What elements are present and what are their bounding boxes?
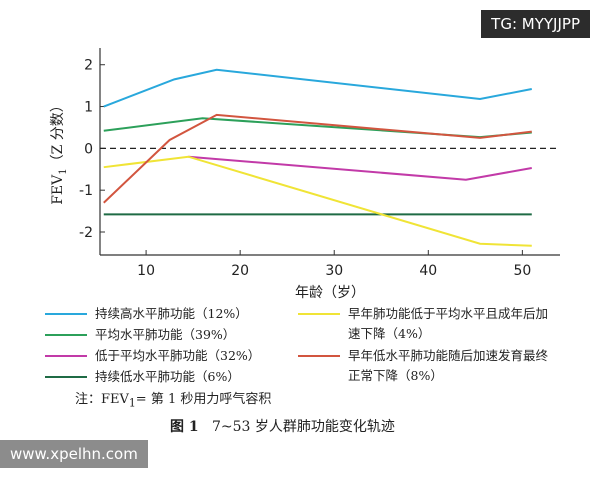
legend-swatch: [45, 334, 87, 336]
legend-item: 平均水平肺功能（39%）: [45, 325, 290, 345]
legend-label: 持续低水平肺功能（6%）: [95, 369, 240, 384]
legend-swatch: [45, 355, 87, 357]
note-text: = 第 1 秒用力呼气容积: [135, 392, 272, 407]
y-axis-label-text: （Z 分数）: [50, 98, 66, 168]
y-tick-label: 0: [84, 141, 93, 157]
legend-swatch: [45, 313, 87, 315]
y-tick-label: 1: [84, 100, 93, 116]
note: 注：FEV1= 第 1 秒用力呼气容积: [75, 388, 271, 410]
legend-label: 平均水平肺功能（39%）: [95, 327, 236, 342]
y-tick-label: -2: [79, 225, 93, 241]
series-line: [188, 155, 532, 181]
legend-item: 持续低水平肺功能（6%）: [45, 367, 290, 387]
series-line: [103, 155, 532, 247]
legend-label: 早年低水平肺功能随后加速发育最终正常下降（8%）: [348, 348, 549, 383]
y-tick-label: -1: [79, 183, 93, 199]
caption-text: 7~53 岁人群肺功能变化轨迹: [211, 419, 395, 435]
y-axis-label: FEV1（Z 分数）: [50, 98, 69, 205]
legend-swatch: [298, 313, 340, 315]
series-line: [103, 68, 532, 108]
caption-label: 图 1: [170, 419, 199, 435]
y-tick-label: 2: [84, 58, 93, 74]
legend-swatch: [45, 376, 87, 378]
legend-label: 持续高水平肺功能（12%）: [95, 306, 248, 321]
x-tick-label: 10: [137, 263, 155, 279]
x-tick-label: 30: [325, 263, 343, 279]
series-line: [103, 117, 532, 139]
legend-item: 持续高水平肺功能（12%）: [45, 304, 290, 324]
x-tick-label: 20: [231, 263, 249, 279]
y-axis-label-subscript: 1: [58, 168, 69, 174]
note-text: 注：FEV: [75, 392, 129, 407]
x-tick-label: 40: [419, 263, 437, 279]
legend-item: 早年低水平肺功能随后加速发育最终正常下降（8%）: [298, 346, 560, 386]
x-axis-label: 年龄（岁）: [295, 285, 365, 301]
note-subscript: 1: [128, 396, 136, 410]
y-axis-label-text: FEV: [50, 174, 66, 205]
legend-swatch: [298, 355, 340, 357]
watermark: TG: MYYJJPP: [481, 10, 590, 38]
x-tick-label: 50: [513, 263, 531, 279]
watermark: www.xpelhn.com: [0, 440, 148, 468]
legend-label: 早年肺功能低于平均水平且成年后加速下降（4%）: [348, 306, 549, 341]
series-line: [103, 113, 532, 204]
legend-item: 早年肺功能低于平均水平且成年后加速下降（4%）: [298, 304, 560, 344]
caption: 图 1 7~53 岁人群肺功能变化轨迹: [170, 416, 395, 436]
legend-item: 低于平均水平肺功能（32%）: [45, 346, 290, 366]
legend-label: 低于平均水平肺功能（32%）: [95, 348, 261, 363]
